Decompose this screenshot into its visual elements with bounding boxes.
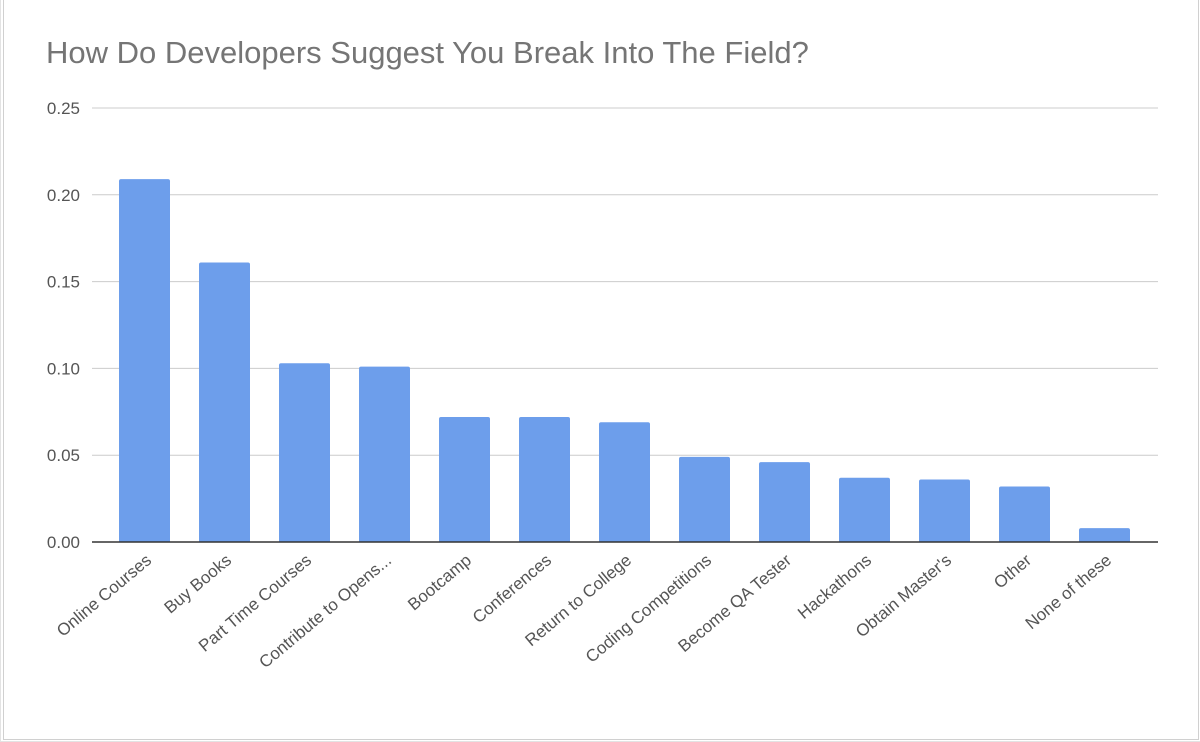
bar[interactable]: [839, 477, 890, 542]
sheet-gridline: [0, 0, 1, 742]
y-tick-label: 0.00: [47, 533, 80, 552]
x-tick-label: Other: [990, 550, 1035, 592]
x-tick-label: None of these: [1022, 551, 1115, 634]
x-tick-label: Bootcamp: [404, 551, 475, 615]
bar[interactable]: [599, 422, 650, 542]
bars: [119, 179, 1130, 542]
bar[interactable]: [679, 456, 730, 542]
bar[interactable]: [759, 462, 810, 542]
y-tick-label: 0.25: [47, 99, 80, 118]
x-tick-label: Online Courses: [53, 551, 155, 641]
y-tick-label: 0.20: [47, 186, 80, 205]
bar[interactable]: [199, 262, 250, 542]
bar[interactable]: [439, 417, 490, 542]
bar[interactable]: [919, 479, 970, 542]
x-tick-label: Conferences: [469, 551, 555, 628]
x-tick-label: Buy Books: [161, 551, 235, 618]
y-tick-label: 0.10: [47, 359, 80, 378]
bar[interactable]: [999, 486, 1050, 542]
chart-title: How Do Developers Suggest You Break Into…: [46, 35, 809, 70]
gridlines: [92, 107, 1158, 456]
bar[interactable]: [359, 366, 410, 542]
x-tick-label: Hackathons: [794, 551, 875, 623]
x-tick-label: Contribute to Opens...: [255, 551, 395, 672]
bar[interactable]: [519, 417, 570, 542]
bar[interactable]: [119, 179, 170, 542]
bar[interactable]: [279, 363, 330, 542]
y-tick-label: 0.05: [47, 446, 80, 465]
bar[interactable]: [1079, 528, 1130, 542]
y-axis-tick-labels: 0.00 0.05 0.10 0.15 0.20 0.25: [47, 99, 80, 552]
y-tick-label: 0.15: [47, 273, 80, 292]
